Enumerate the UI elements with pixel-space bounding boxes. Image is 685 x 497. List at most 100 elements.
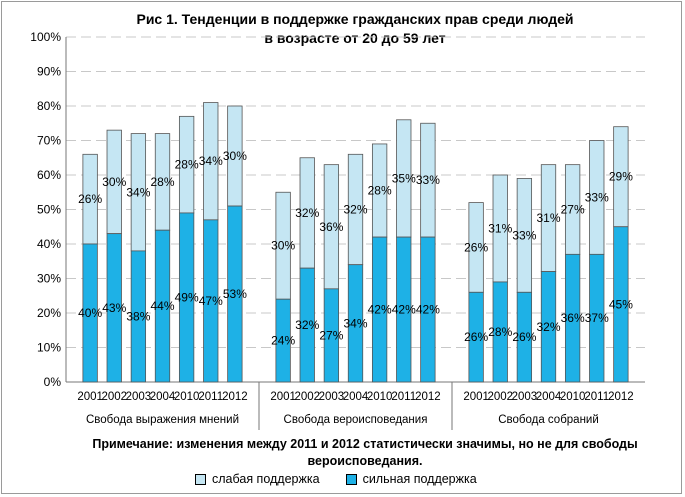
- bar-strong-support: [154, 229, 171, 383]
- bar-strong-support: [468, 291, 484, 383]
- x-tick-label: 2010: [560, 391, 586, 403]
- chart-legend: слабая поддержка сильная поддержка: [195, 472, 477, 486]
- data-label-strong: 43%: [102, 301, 126, 315]
- x-tick-label: 2002: [294, 391, 320, 403]
- data-label-strong: 53%: [223, 287, 247, 301]
- y-tick-label: 0%: [44, 375, 62, 389]
- bar-strong-support: [82, 243, 98, 383]
- legend-swatch-strong: [345, 473, 357, 485]
- bar-strong-support: [299, 267, 315, 383]
- x-tick-label: 2010: [367, 391, 393, 403]
- x-tick-label: 2002: [101, 391, 127, 403]
- x-tick-label: 2004: [343, 391, 369, 403]
- y-tick-label: 70%: [37, 134, 61, 148]
- data-label-weak: 34%: [199, 154, 223, 168]
- data-label-strong: 24%: [271, 334, 295, 348]
- y-tick-label: 90%: [37, 65, 61, 79]
- data-label-strong: 47%: [199, 294, 223, 308]
- legend-label-strong: сильная поддержка: [362, 472, 477, 486]
- data-label-weak: 31%: [536, 211, 560, 225]
- x-tick-label: 2002: [487, 391, 513, 403]
- x-tick-label: 2011: [198, 391, 223, 403]
- category-label: Свобода вероисповедания: [284, 414, 428, 426]
- legend-item-strong: сильная поддержка: [345, 472, 477, 486]
- legend-swatch-weak: [195, 473, 206, 485]
- data-label-weak: 28%: [175, 158, 199, 172]
- data-label-weak: 32%: [295, 206, 319, 220]
- x-tick-label: 2003: [319, 391, 345, 403]
- x-tick-label: 2004: [536, 391, 562, 403]
- bar-strong-support: [420, 236, 436, 383]
- data-label-weak: 27%: [561, 203, 585, 217]
- y-tick-label: 30%: [37, 272, 61, 286]
- x-tick-label: 2003: [126, 391, 152, 403]
- data-label-weak: 26%: [464, 240, 488, 254]
- data-label-strong: 32%: [536, 320, 560, 334]
- category-label: Свобода выражения мнений: [86, 414, 239, 426]
- bar-strong-support: [589, 253, 605, 383]
- x-tick-label: 2001: [463, 391, 489, 403]
- bar-strong-support: [275, 298, 291, 383]
- x-tick-label: 2003: [512, 391, 538, 403]
- data-label-strong: 26%: [464, 330, 488, 344]
- bar-strong-support: [203, 219, 219, 383]
- y-tick-label: 50%: [37, 203, 61, 217]
- bar-strong-support: [323, 288, 340, 383]
- bar-strong-support: [396, 236, 412, 383]
- data-label-weak: 33%: [416, 173, 440, 187]
- data-label-weak: 28%: [368, 184, 392, 198]
- y-tick-label: 20%: [37, 306, 61, 320]
- x-tick-label: 2012: [415, 391, 441, 403]
- data-label-strong: 40%: [78, 306, 102, 320]
- data-label-weak: 30%: [271, 239, 295, 253]
- data-label-strong: 26%: [512, 330, 536, 344]
- y-tick-label: 100%: [30, 30, 61, 44]
- data-label-strong: 27%: [319, 328, 343, 342]
- data-label-strong: 36%: [561, 311, 585, 325]
- bar-strong-support: [540, 271, 557, 383]
- x-tick-label: 2004: [150, 391, 176, 403]
- data-label-weak: 33%: [512, 228, 536, 242]
- data-label-strong: 49%: [175, 290, 199, 304]
- x-tick-label: 2012: [608, 391, 634, 403]
- data-label-strong: 28%: [488, 325, 512, 339]
- data-label-weak: 32%: [343, 203, 367, 217]
- bar-strong-support: [130, 250, 147, 383]
- bar-strong-support: [564, 253, 581, 383]
- x-tick-label: 2011: [391, 391, 416, 403]
- data-label-weak: 36%: [319, 220, 343, 234]
- data-label-weak: 34%: [126, 185, 150, 199]
- data-label-strong: 42%: [416, 303, 440, 317]
- data-label-weak: 31%: [488, 221, 512, 235]
- data-label-weak: 30%: [102, 175, 126, 189]
- bar-strong-support: [613, 226, 629, 383]
- data-label-weak: 33%: [585, 190, 609, 204]
- bar-strong-support: [347, 264, 364, 383]
- data-label-strong: 37%: [585, 311, 609, 325]
- bar-strong-support: [516, 291, 533, 383]
- data-label-weak: 35%: [392, 171, 416, 185]
- chart-title-line-2: в возрасте от 20 до 59 лет: [264, 30, 446, 46]
- stacked-bar-chart: 0% 10% 20% 30% 40% 50% 60% 70% 80% 90% 100% 26% 40% 2…: [30, 30, 645, 430]
- bar-strong-support: [227, 205, 243, 383]
- data-label-weak: 28%: [150, 175, 174, 189]
- data-label-strong: 42%: [392, 303, 416, 317]
- data-label-strong: 34%: [343, 316, 367, 330]
- data-label-strong: 45%: [609, 297, 633, 311]
- x-tick-label: 2001: [270, 391, 296, 403]
- chart-note: Примечание: изменения между 2011 и 2012 …: [60, 436, 670, 470]
- data-label-strong: 32%: [295, 318, 319, 332]
- x-tick-label: 2001: [77, 391, 103, 403]
- data-label-strong: 38%: [126, 309, 150, 323]
- data-label-strong: 44%: [150, 299, 174, 313]
- legend-item-weak: слабая поддержка: [195, 472, 320, 486]
- bar-strong-support: [492, 281, 508, 383]
- legend-label-weak: слабая поддержка: [212, 472, 320, 486]
- data-label-weak: 29%: [609, 170, 633, 184]
- y-tick-label: 80%: [37, 99, 61, 113]
- category-label: Свобода собраний: [498, 414, 599, 426]
- x-tick-label: 2011: [584, 391, 609, 403]
- chart-title-line-1: Рис 1. Тенденции в поддержке гражданских…: [136, 11, 574, 27]
- y-tick-label: 60%: [37, 168, 61, 182]
- bar-strong-support: [106, 233, 122, 383]
